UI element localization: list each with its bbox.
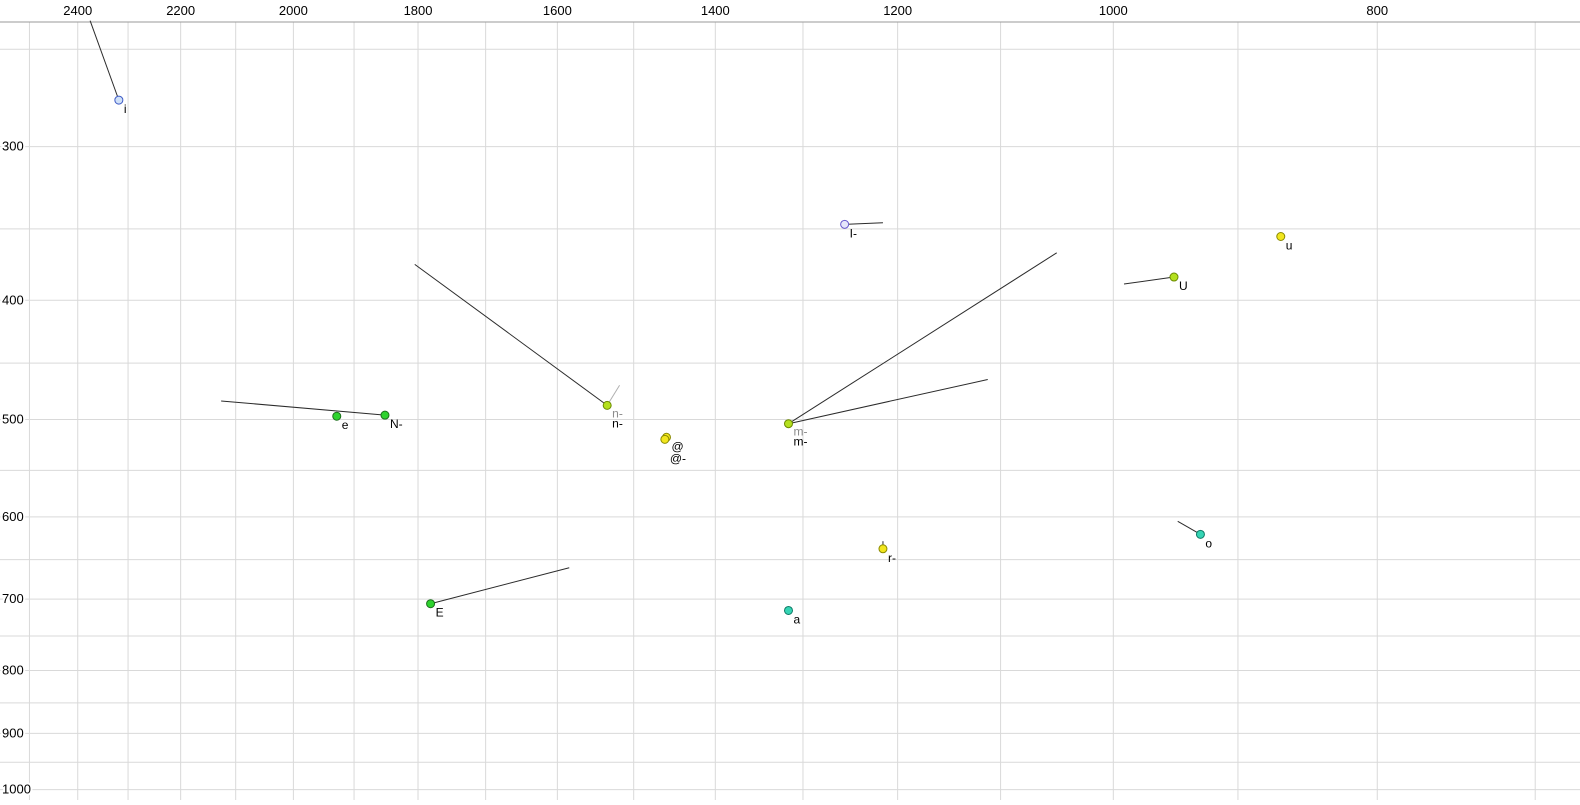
y-tick-label: 1000	[2, 782, 31, 797]
data-point-E	[426, 599, 436, 609]
data-point-a	[783, 605, 793, 615]
tail-line-I-	[844, 222, 883, 225]
y-tick-label: 900	[2, 725, 24, 740]
tail-line-U	[1123, 276, 1175, 285]
x-tick-label: 2400	[63, 3, 92, 18]
point-label-E: E	[436, 606, 444, 620]
point-label-n-: n-	[612, 416, 623, 430]
data-point-U	[1169, 272, 1179, 282]
x-tick-label: 1600	[543, 3, 572, 18]
point-label-i: i	[124, 102, 127, 116]
x-tick-label: 1400	[701, 3, 730, 18]
tail-line-N-	[221, 400, 386, 416]
y-tick-label: 500	[2, 411, 24, 426]
data-point-I-	[840, 219, 850, 229]
point-label-U: U	[1179, 279, 1188, 293]
axis-tick-labels: 2400 2200 2000 1800 1600 1400 1200 1000 800 300 40…	[0, 1, 1390, 799]
trajectory-lines	[89, 20, 1201, 605]
data-point-@-	[660, 434, 670, 444]
x-tick-label: 1800	[404, 3, 433, 18]
y-tick-label: 700	[2, 591, 24, 606]
data-point-u	[1276, 232, 1286, 242]
point-label-@: @	[671, 439, 683, 453]
x-tick-label: 2000	[279, 3, 308, 18]
y-tick-label: 400	[2, 292, 24, 307]
tail-line-m-	[788, 379, 988, 425]
data-points: i e N-n-n- @@- I-m-m-u Uo r- E a	[114, 95, 1293, 626]
tail-line-n-	[414, 263, 608, 406]
data-point-r-	[878, 544, 888, 554]
y-tick-label: 800	[2, 662, 24, 677]
x-tick-label: 2200	[166, 3, 195, 18]
point-ghost-label-m-: m-	[793, 425, 807, 439]
point-label-e: e	[342, 418, 349, 432]
data-point-N-	[380, 410, 390, 420]
data-point-i	[114, 95, 124, 105]
gridlines	[0, 22, 1580, 800]
point-label-I-: I-	[850, 226, 857, 240]
point-label-N-: N-	[390, 417, 403, 431]
point-label-@-: @-	[670, 451, 686, 465]
point-label-a: a	[793, 612, 800, 626]
data-point-m-	[783, 419, 793, 429]
tail-line-E	[430, 567, 570, 605]
y-tick-label: 600	[2, 509, 24, 524]
data-point-n-	[602, 400, 612, 410]
x-tick-label: 1200	[883, 3, 912, 18]
point-label-m-: m-	[793, 435, 807, 449]
point-label-o: o	[1205, 536, 1212, 550]
tail-line-m-	[788, 252, 1057, 425]
point-label-u: u	[1286, 239, 1293, 253]
tail-line-i	[89, 20, 120, 101]
x-tick-label: 800	[1366, 3, 1388, 18]
y-tick-label: 300	[2, 139, 24, 154]
data-point-e	[332, 411, 342, 421]
point-ghost-label-n-: n-	[612, 406, 623, 420]
point-label-r-: r-	[888, 551, 896, 565]
x-tick-label: 1000	[1099, 3, 1128, 18]
data-point-o	[1195, 529, 1205, 539]
